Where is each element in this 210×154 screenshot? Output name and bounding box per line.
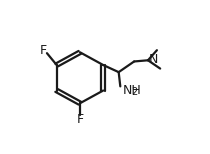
Text: F: F <box>39 44 46 57</box>
Text: N: N <box>149 53 158 66</box>
Text: F: F <box>76 113 84 126</box>
Text: 2: 2 <box>131 87 137 97</box>
Text: NH: NH <box>123 84 142 97</box>
